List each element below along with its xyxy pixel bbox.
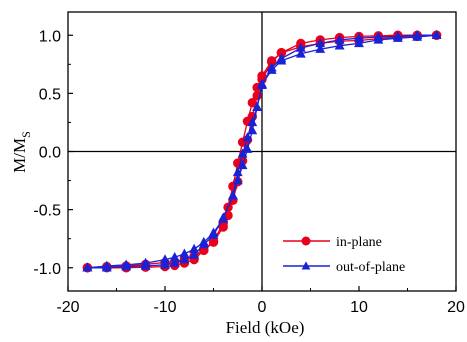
y-tick-label: -0.5 xyxy=(33,203,61,220)
data-point-out-of-plane xyxy=(295,48,306,58)
data-point-out-of-plane xyxy=(242,132,253,142)
legend-label-out-of-plane: out-of-plane xyxy=(336,260,405,275)
data-point-out-of-plane xyxy=(247,117,258,127)
series-out-of-plane xyxy=(82,29,442,272)
data-point-out-of-plane xyxy=(169,257,180,267)
series-layer xyxy=(82,29,442,273)
data-point-out-of-plane xyxy=(140,260,151,270)
data-point-out-of-plane xyxy=(242,143,253,153)
y-tick-label: 0.0 xyxy=(39,145,61,162)
data-point-out-of-plane xyxy=(412,31,423,41)
data-point-out-of-plane xyxy=(237,148,248,158)
legend-label-in-plane: in-plane xyxy=(336,235,382,250)
data-point-out-of-plane xyxy=(218,212,229,222)
data-point-in-plane xyxy=(247,97,258,108)
x-tick-label: 0 xyxy=(258,299,267,316)
data-point-out-of-plane xyxy=(252,101,263,112)
data-point-out-of-plane xyxy=(237,160,248,170)
data-point-out-of-plane xyxy=(208,229,219,239)
data-point-out-of-plane xyxy=(232,175,243,185)
legend-marker-in-plane xyxy=(301,236,311,246)
data-point-out-of-plane xyxy=(276,55,287,65)
data-point-out-of-plane xyxy=(373,34,384,44)
y-tick-label: 0.5 xyxy=(39,86,61,103)
legend: in-plane out-of-plane xyxy=(283,235,405,275)
data-point-out-of-plane xyxy=(392,32,403,42)
data-point-out-of-plane xyxy=(266,64,277,74)
data-point-out-of-plane xyxy=(227,190,238,200)
x-tick-label: -10 xyxy=(153,299,176,316)
data-point-out-of-plane xyxy=(247,125,258,135)
data-point-out-of-plane xyxy=(82,262,93,272)
data-point-out-of-plane xyxy=(198,239,209,249)
y-tick-label: 1.0 xyxy=(39,28,61,45)
data-point-out-of-plane xyxy=(257,78,267,88)
data-point-out-of-plane xyxy=(354,38,364,48)
y-tick-label: -1.0 xyxy=(33,261,61,278)
y-axis-title-subscript: S xyxy=(19,131,33,138)
data-point-out-of-plane xyxy=(315,43,326,53)
data-point-out-of-plane xyxy=(160,259,170,269)
x-tick-label: 20 xyxy=(447,299,465,316)
data-point-out-of-plane xyxy=(431,29,442,39)
x-axis-title: Field (kOe) xyxy=(226,318,305,337)
legend-marker-out-of-plane xyxy=(301,261,311,270)
axes xyxy=(67,11,457,292)
data-point-out-of-plane xyxy=(101,262,112,272)
x-tick-label: -20 xyxy=(56,299,79,316)
data-point-out-of-plane xyxy=(232,167,243,177)
x-tick-label: 10 xyxy=(350,299,368,316)
data-point-out-of-plane xyxy=(179,254,190,264)
y-axis-title: M/MS xyxy=(10,131,33,173)
series-line-out-of-plane xyxy=(87,34,437,269)
ticks: -20 -10 0 10 20 -1.0 -0.5 0.0 0.5 1.0 xyxy=(33,28,465,316)
data-point-out-of-plane xyxy=(121,261,132,271)
y-axis-title-main: M/M xyxy=(10,138,29,173)
data-point-out-of-plane xyxy=(334,40,345,50)
data-point-out-of-plane xyxy=(189,249,200,259)
